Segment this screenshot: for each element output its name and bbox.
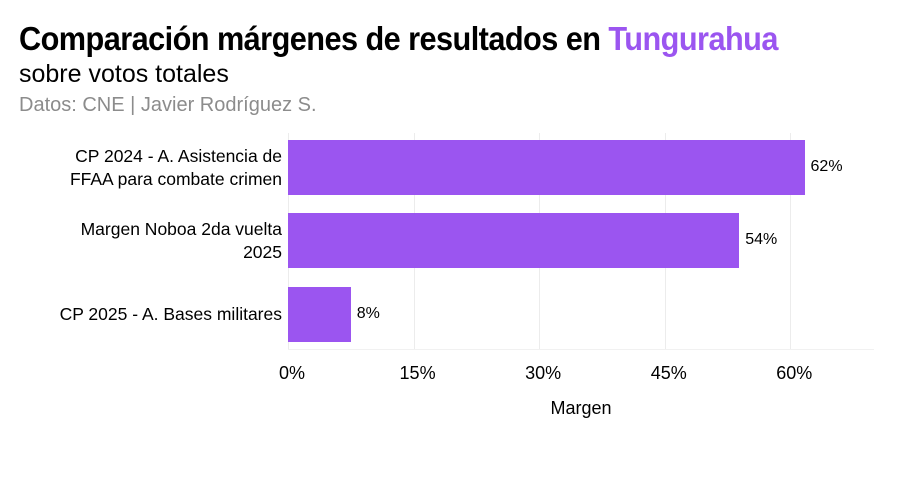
title-main-text: Comparación márgenes de resultados en — [19, 20, 609, 57]
bar-value-label: 54% — [745, 231, 778, 248]
chart-title: Comparación márgenes de resultados en Tu… — [19, 20, 778, 58]
chart-caption: Datos: CNE | Javier Rodríguez S. — [19, 94, 317, 116]
title-highlight-text: Tungurahua — [608, 20, 778, 57]
y-category-label: CP 2024 - A. Asistencia de FFAA para comb… — [69, 145, 282, 189]
plot-area: 62% 54% 8% — [288, 133, 874, 350]
chart-subtitle: sobre votos totales — [19, 60, 229, 88]
x-tick-label: 30% — [525, 363, 562, 383]
gridline — [790, 133, 792, 350]
x-tick-label: 45% — [650, 363, 687, 383]
baseline — [288, 349, 874, 350]
y-category-label: CP 2025 - A. Bases militares — [59, 304, 282, 324]
y-category-label: Margen Noboa 2da vuelta 2025 — [80, 218, 282, 262]
bar-value-label: 8% — [356, 305, 380, 322]
x-tick-label: 15% — [399, 363, 436, 383]
x-tick-label: 0% — [278, 363, 306, 383]
bar — [288, 140, 805, 195]
bar — [288, 213, 740, 268]
bar-value-label: 62% — [810, 158, 843, 175]
bar — [288, 287, 351, 342]
x-tick-label: 60% — [776, 363, 813, 383]
x-axis-label: Margen — [550, 398, 612, 418]
